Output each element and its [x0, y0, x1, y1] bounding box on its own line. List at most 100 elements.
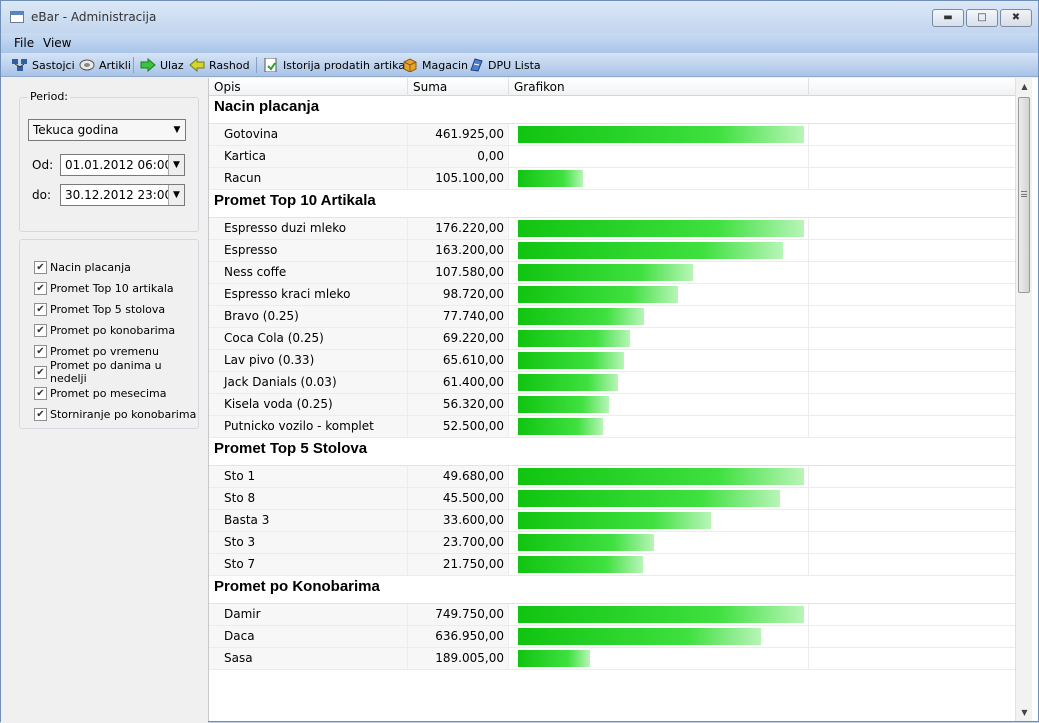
cell-grafikon — [509, 466, 809, 487]
filter-label: Promet po mesecima — [50, 386, 167, 400]
close-button[interactable]: ✖ — [1000, 9, 1032, 27]
cell-grafikon — [509, 488, 809, 509]
toolbar-magacin-button[interactable]: Magacin — [402, 56, 468, 74]
toolbar-sastojci-button[interactable]: Sastojci — [12, 56, 75, 74]
scroll-down-icon[interactable]: ▼ — [1021, 708, 1028, 717]
checkbox[interactable]: ✔ — [34, 344, 47, 358]
table-row[interactable]: Putnicko vozilo - komplet 52.500,00 — [209, 416, 1015, 438]
table-row[interactable]: Daca 636.950,00 — [209, 626, 1015, 648]
checkbox[interactable]: ✔ — [34, 323, 47, 337]
menu-file[interactable]: File — [14, 36, 35, 50]
cell-suma: 33.600,00 — [408, 510, 509, 531]
cell-opis: Racun — [209, 168, 408, 189]
table-row[interactable]: Lav pivo (0.33) 65.610,00 — [209, 350, 1015, 372]
menu-view[interactable]: View — [43, 36, 72, 50]
table-row[interactable]: Racun 105.100,00 — [209, 168, 1015, 190]
table-row[interactable]: Sasa 189.005,00 — [209, 648, 1015, 670]
filter-checkbox-row[interactable]: ✔ Promet po mesecima — [34, 385, 167, 401]
toolbar-label: Ulaz — [160, 58, 184, 72]
checkbox[interactable]: ✔ — [34, 260, 47, 274]
table-row[interactable]: Damir 749.750,00 — [209, 604, 1015, 626]
toolbar-rashod-button[interactable]: Rashod — [189, 56, 250, 74]
cell-opis: Sto 8 — [209, 488, 408, 509]
table-row[interactable]: Sto 3 23.700,00 — [209, 532, 1015, 554]
do-label: do: — [32, 188, 52, 202]
cell-opis: Espresso duzi mleko — [209, 218, 408, 239]
period-select[interactable]: Tekuca godina ▼ — [28, 119, 186, 141]
toolbar-istorija-button[interactable]: Istorija prodatih artikala — [263, 56, 415, 74]
cell-opis: Bravo (0.25) — [209, 306, 408, 327]
table-row[interactable]: Gotovina 461.925,00 — [209, 124, 1015, 146]
checkbox[interactable]: ✔ — [34, 365, 47, 379]
chevron-down-icon: ▼ — [173, 125, 181, 135]
cell-suma: 65.610,00 — [408, 350, 509, 371]
toolbar-label: Istorija prodatih artikala — [283, 58, 415, 72]
value-bar — [518, 220, 804, 237]
filter-checkbox-row[interactable]: ✔ Promet po konobarima — [34, 322, 175, 338]
cell-opis: Kartica — [209, 146, 408, 167]
toolbar-ulaz-button[interactable]: Ulaz — [140, 56, 184, 74]
filter-checkbox-row[interactable]: ✔ Promet po danima u nedelji — [34, 359, 198, 385]
period-group: Period: Tekuca godina ▼ Od: 01.01.2012 0… — [19, 90, 199, 232]
date-from-value: 01.01.2012 06:00 — [65, 158, 173, 172]
toolbar-artikli-button[interactable]: Artikli — [79, 56, 131, 74]
table-row[interactable]: Sto 1 49.680,00 — [209, 466, 1015, 488]
column-header-grafikon[interactable]: Grafikon — [509, 78, 809, 96]
toolbar-dpu-lista-button[interactable]: DPU Lista — [468, 56, 541, 74]
cell-opis: Sto 3 — [209, 532, 408, 553]
maximize-button[interactable]: □ — [966, 9, 998, 27]
date-to-value: 30.12.2012 23:00 — [65, 188, 173, 202]
menu-bar: File View — [1, 33, 1038, 53]
filter-checkbox-row[interactable]: ✔ Promet po vremenu — [34, 343, 159, 359]
column-header-suma[interactable]: Suma — [408, 78, 509, 96]
table-row[interactable]: Kartica 0,00 — [209, 146, 1015, 168]
group-title: Promet Top 5 Stolova — [209, 438, 1015, 466]
checkbox[interactable]: ✔ — [34, 386, 47, 400]
toolbar-label: Rashod — [209, 58, 250, 72]
toolbar-label: Magacin — [422, 58, 469, 72]
checkbox[interactable]: ✔ — [34, 281, 47, 295]
cell-suma: 52.500,00 — [408, 416, 509, 437]
table-row[interactable]: Basta 3 33.600,00 — [209, 510, 1015, 532]
chevron-down-icon[interactable]: ▼ — [168, 185, 184, 205]
chevron-down-icon[interactable]: ▼ — [168, 155, 184, 175]
checkbox[interactable]: ✔ — [34, 407, 47, 421]
date-from-picker[interactable]: 01.01.2012 06:00 ▼ — [60, 154, 185, 176]
cell-suma: 461.925,00 — [408, 124, 509, 145]
cell-suma: 61.400,00 — [408, 372, 509, 393]
table-row[interactable]: Espresso 163.200,00 — [209, 240, 1015, 262]
cell-grafikon — [509, 554, 809, 575]
vertical-scrollbar[interactable]: ▲ ▼ — [1015, 78, 1032, 721]
group-title: Promet Top 10 Artikala — [209, 190, 1015, 218]
filter-checkbox-row[interactable]: ✔ Promet Top 10 artikala — [34, 280, 174, 296]
value-bar — [518, 396, 609, 413]
scroll-up-icon[interactable]: ▲ — [1021, 82, 1028, 91]
checkbox[interactable]: ✔ — [34, 302, 47, 316]
table-row[interactable]: Coca Cola (0.25) 69.220,00 — [209, 328, 1015, 350]
table-row[interactable]: Espresso kraci mleko 98.720,00 — [209, 284, 1015, 306]
table-row[interactable]: Bravo (0.25) 77.740,00 — [209, 306, 1015, 328]
table-row[interactable]: Jack Danials (0.03) 61.400,00 — [209, 372, 1015, 394]
filter-checkbox-row[interactable]: ✔ Promet Top 5 stolova — [34, 301, 165, 317]
cell-grafikon — [509, 648, 809, 669]
column-header-opis[interactable]: Opis — [209, 78, 408, 96]
cell-suma: 56.320,00 — [408, 394, 509, 415]
table-row[interactable]: Ness coffe 107.580,00 — [209, 262, 1015, 284]
value-bar — [518, 242, 783, 259]
table-row[interactable]: Kisela voda (0.25) 56.320,00 — [209, 394, 1015, 416]
table-row[interactable]: Espresso duzi mleko 176.220,00 — [209, 218, 1015, 240]
box-icon — [402, 58, 418, 73]
minimize-button[interactable]: ▬ — [932, 9, 964, 27]
filter-checkbox-row[interactable]: ✔ Storniranje po konobarima — [34, 406, 196, 422]
cell-grafikon — [509, 532, 809, 553]
cell-grafikon — [509, 168, 809, 189]
date-to-picker[interactable]: 30.12.2012 23:00 ▼ — [60, 184, 185, 206]
cell-suma: 636.950,00 — [408, 626, 509, 647]
filter-checkbox-row[interactable]: ✔ Nacin placanja — [34, 259, 131, 275]
table-row[interactable]: Sto 7 21.750,00 — [209, 554, 1015, 576]
scroll-thumb[interactable] — [1018, 97, 1030, 293]
cell-opis: Sto 1 — [209, 466, 408, 487]
value-bar — [518, 352, 624, 369]
table-row[interactable]: Sto 8 45.500,00 — [209, 488, 1015, 510]
